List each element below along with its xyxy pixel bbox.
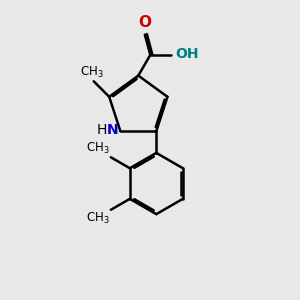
Text: H: H xyxy=(97,123,107,136)
Text: OH: OH xyxy=(175,47,198,61)
Text: CH$_3$: CH$_3$ xyxy=(86,211,110,226)
Text: CH$_3$: CH$_3$ xyxy=(86,141,110,156)
Text: CH$_3$: CH$_3$ xyxy=(80,65,104,80)
Text: N: N xyxy=(106,123,118,136)
Text: O: O xyxy=(138,15,152,30)
